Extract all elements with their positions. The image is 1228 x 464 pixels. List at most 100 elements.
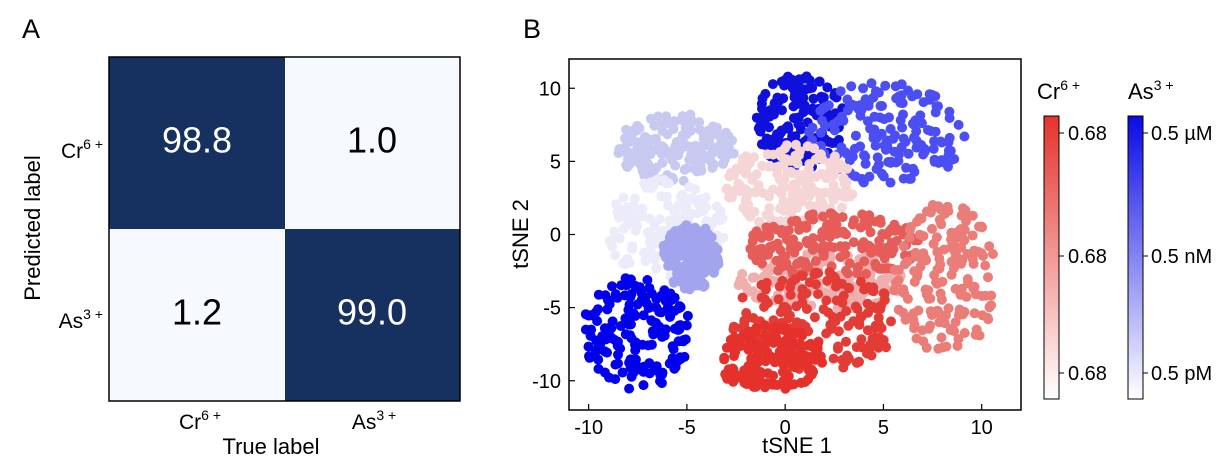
- scatter-point: [896, 90, 907, 101]
- scatter-point: [799, 170, 809, 180]
- scatter-point: [846, 81, 857, 92]
- scatter-point: [782, 167, 793, 178]
- scatter-point: [969, 245, 980, 256]
- scatter-point: [821, 328, 832, 339]
- scatter-point: [681, 220, 692, 231]
- scatter-point: [796, 377, 807, 388]
- scatter-point: [967, 230, 978, 241]
- scatter-point: [654, 214, 665, 225]
- scatter-point: [670, 141, 681, 151]
- scatter-point: [831, 228, 842, 239]
- scatter-point: [817, 211, 828, 222]
- scatter-point: [783, 313, 794, 324]
- scatter-point: [690, 184, 701, 195]
- scatter-point: [620, 133, 630, 144]
- scatter-point: [600, 290, 611, 301]
- scatter-point: [610, 250, 621, 261]
- confusion-matrix: 98.8 1.0 1.2 99.0: [108, 56, 461, 402]
- scatter-point: [599, 323, 610, 334]
- scatter-point: [731, 163, 742, 174]
- scatter-point: [828, 272, 839, 282]
- scatter-point: [828, 119, 839, 130]
- scatter-point: [656, 290, 666, 301]
- scatter-point: [866, 247, 877, 258]
- scatter-point: [741, 308, 752, 318]
- scatter-point: [753, 123, 764, 134]
- tsne-y-axis-title: tSNE 2: [508, 199, 533, 269]
- scatter-point: [810, 267, 821, 278]
- scatter-point: [618, 192, 629, 203]
- cluster-red-center: [745, 208, 923, 283]
- scatter-point: [841, 265, 852, 276]
- colorbar-as-title: As3 +: [1128, 77, 1174, 104]
- scatter-point: [945, 145, 956, 156]
- scatter-point: [945, 325, 956, 336]
- scatter-point: [794, 74, 805, 85]
- scatter-point: [764, 263, 775, 274]
- scatter-point: [874, 235, 885, 246]
- cluster-pale-blue-left: [658, 220, 724, 295]
- scatter-point: [832, 343, 843, 354]
- scatter-point: [679, 138, 689, 149]
- scatter-point: [606, 332, 617, 343]
- scatter-point: [980, 260, 991, 271]
- scatter-point: [940, 310, 951, 321]
- scatter-point: [836, 202, 847, 213]
- scatter-point: [821, 295, 832, 306]
- scatter-point: [624, 158, 635, 169]
- scatter-point: [624, 299, 635, 310]
- scatter-point: [815, 193, 826, 204]
- scatter-point: [689, 242, 700, 253]
- scatter-point: [815, 105, 826, 116]
- scatter-point: [915, 110, 926, 121]
- scatter-point: [852, 262, 863, 273]
- scatter-point: [756, 279, 767, 290]
- scatter-point: [705, 156, 716, 167]
- scatter-point: [868, 286, 879, 297]
- scatter-point: [625, 274, 636, 285]
- scatter-point: [848, 237, 859, 248]
- scatter-point: [585, 310, 596, 321]
- scatter-point: [712, 257, 723, 268]
- scatter-point: [764, 122, 774, 133]
- scatter-point: [751, 169, 762, 180]
- scatter-point: [918, 149, 929, 160]
- scatter-point: [905, 173, 916, 184]
- scatter-point: [909, 319, 920, 330]
- scatter-point: [650, 238, 661, 248]
- scatter-point: [977, 222, 987, 233]
- scatter-point: [822, 82, 833, 93]
- scatter-point: [738, 330, 749, 341]
- scatter-point: [752, 344, 762, 354]
- x-tick-label: -10: [574, 417, 603, 439]
- scatter-point: [984, 241, 995, 252]
- scatter-point: [638, 310, 649, 321]
- scatter-point: [908, 163, 918, 174]
- scatter-point: [939, 318, 950, 329]
- scatter-point: [861, 268, 872, 279]
- x-tick-label-as: As3 +: [352, 407, 396, 434]
- scatter-point: [934, 253, 945, 264]
- scatter-point: [609, 226, 620, 237]
- scatter-point: [760, 88, 771, 99]
- scatter-point: [807, 103, 818, 114]
- scatter-point: [883, 273, 894, 284]
- scatter-point: [651, 263, 662, 274]
- scatter-point: [661, 252, 672, 263]
- scatter-point: [837, 354, 848, 365]
- panel-a-letter: A: [22, 14, 40, 44]
- scatter-point: [891, 235, 902, 246]
- scatter-point: [630, 310, 641, 321]
- scatter-point: [593, 363, 604, 374]
- scatter-point: [778, 93, 789, 104]
- scatter-point: [774, 346, 785, 357]
- scatter-point: [775, 245, 786, 256]
- scatter-point: [613, 358, 623, 369]
- scatter-point: [983, 272, 993, 283]
- scatter-point: [886, 248, 897, 259]
- scatter-point: [657, 367, 668, 378]
- scatter-point: [701, 216, 712, 226]
- scatter-point: [756, 258, 767, 269]
- scatter-point: [916, 118, 927, 129]
- scatter-point: [655, 376, 665, 387]
